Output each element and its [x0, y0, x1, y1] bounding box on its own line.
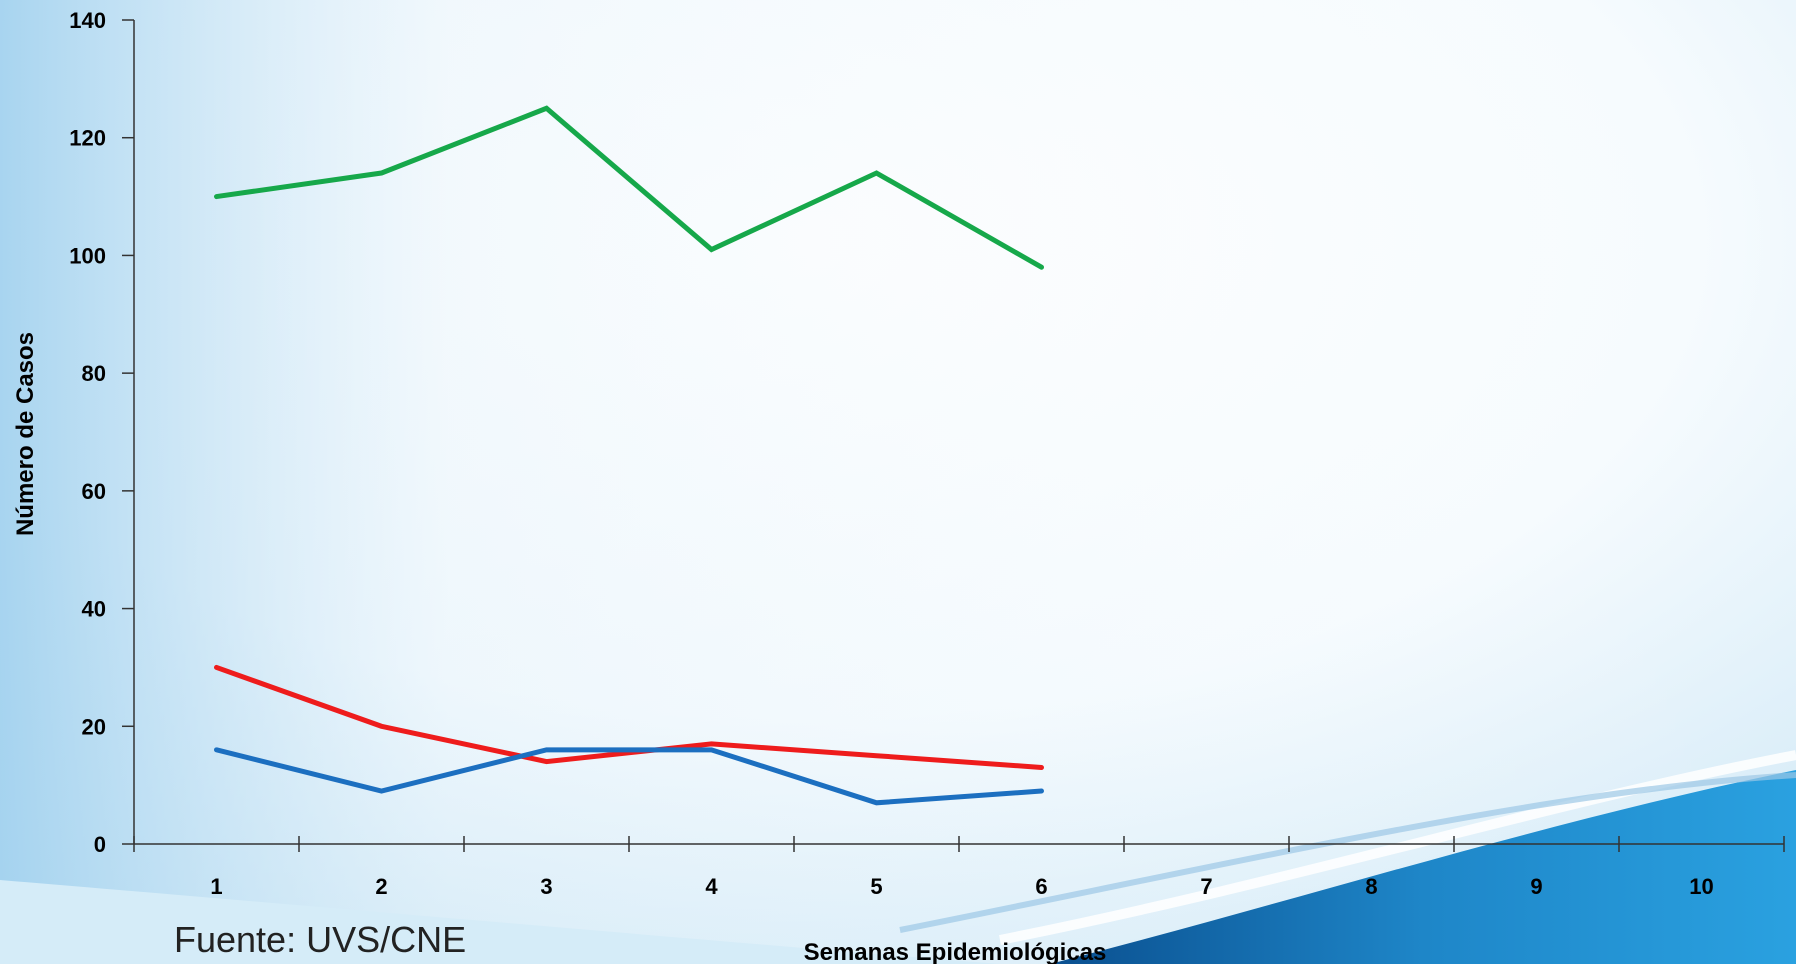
x-tick-label: 7 [1200, 874, 1212, 899]
x-tick-label: 2 [375, 874, 387, 899]
x-tick-label: 9 [1530, 874, 1542, 899]
series-line-1 [214, 105, 1044, 270]
y-tick-label: 20 [82, 714, 106, 739]
x-tick-label: 8 [1365, 874, 1377, 899]
y-tick-label: 60 [82, 479, 106, 504]
decorative-wave-blue [1050, 770, 1796, 964]
y-tick-label: 100 [69, 243, 106, 268]
x-tick-label: 4 [705, 874, 718, 899]
y-tick-label: 0 [94, 832, 106, 857]
source-note: Fuente: UVS/CNE [174, 919, 467, 960]
series-line-2 [214, 664, 1044, 770]
x-tick-label: 5 [870, 874, 882, 899]
decorative-wave-light [899, 772, 1796, 933]
chart-ticks: 0 20 40 60 80 100 120 140 1 2 3 4 5 6 7 8 9 10 [69, 8, 1785, 899]
x-tick-label: 6 [1035, 874, 1047, 899]
x-axis-title: Semanas Epidemiológicas [804, 939, 1107, 964]
y-tick-label: 40 [82, 597, 106, 622]
series-line-3 [214, 747, 1044, 806]
x-tick-label: 1 [210, 874, 222, 899]
y-tick-label: 80 [82, 361, 106, 386]
chart-axes [133, 20, 1784, 845]
x-tick-label: 3 [540, 874, 552, 899]
y-tick-label: 140 [69, 8, 106, 33]
y-tick-label: 120 [69, 126, 106, 151]
y-axis-title: Número de Casos [12, 332, 39, 536]
chart-series [214, 105, 1044, 806]
x-tick-label: 10 [1689, 874, 1713, 899]
decorative-wave-band [999, 750, 1796, 945]
decorative-wave-lower [0, 880, 1000, 964]
